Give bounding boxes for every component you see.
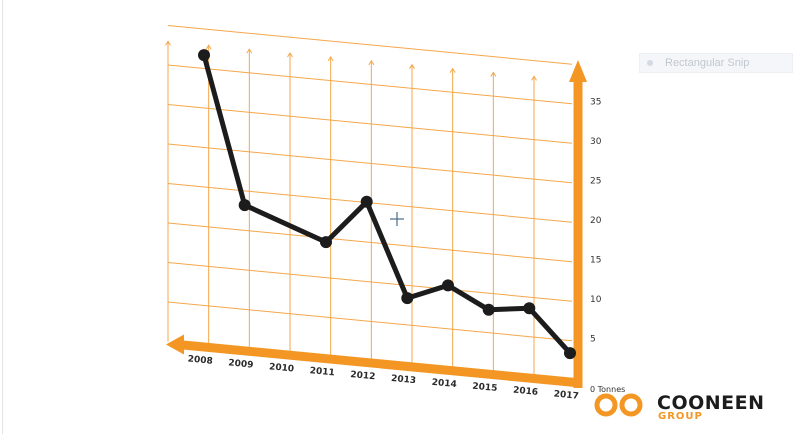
x-tick-label: 2010 bbox=[269, 362, 295, 374]
grid-arrowhead bbox=[409, 63, 415, 69]
x-axis-arrowhead bbox=[166, 334, 184, 355]
infinity-logo-icon bbox=[594, 393, 643, 417]
grid-arrowhead bbox=[165, 40, 171, 46]
y-tick-label: 10 bbox=[590, 295, 602, 305]
snip-label: Rectangular Snip bbox=[665, 57, 750, 69]
grid-lines bbox=[165, 25, 573, 377]
x-tick-label: 2009 bbox=[228, 358, 254, 370]
y-tick-label: 25 bbox=[590, 177, 601, 187]
y-tick-label: 15 bbox=[590, 256, 601, 266]
grid-line-horizontal bbox=[167, 301, 573, 342]
y-tick-label: 20 bbox=[590, 216, 602, 226]
snip-icon bbox=[647, 60, 653, 66]
grid-arrowhead bbox=[531, 75, 537, 81]
x-tick-labels: 2008 2009 2010 2011 2012 2013 2014 2015 2016 2017 bbox=[187, 354, 579, 401]
x-tick-label: 2016 bbox=[513, 386, 539, 398]
y-tick-labels: 5 10 15 20 25 30 35 0 Tonnes bbox=[590, 98, 625, 395]
data-point bbox=[482, 303, 495, 316]
snip-tooltip: Rectangular Snip bbox=[639, 53, 793, 73]
grid-line-horizontal bbox=[167, 143, 573, 184]
x-tick-label: 2017 bbox=[553, 389, 579, 401]
grid-line-horizontal bbox=[167, 25, 573, 65]
data-point bbox=[442, 279, 454, 292]
grid-arrowhead bbox=[205, 44, 212, 50]
data-series bbox=[198, 49, 576, 360]
grid-line-horizontal bbox=[167, 262, 573, 302]
x-tick-label: 2015 bbox=[472, 382, 498, 394]
cooneen-logo: COONEEN GROUP bbox=[594, 392, 765, 422]
data-point bbox=[401, 292, 414, 305]
x-axis bbox=[177, 340, 579, 388]
grid-line-horizontal bbox=[167, 64, 573, 105]
x-tick-label: 2012 bbox=[350, 370, 376, 382]
data-point bbox=[198, 49, 210, 62]
grid-arrowhead bbox=[287, 52, 293, 58]
x-tick-label: 2008 bbox=[187, 354, 213, 366]
grid-line-horizontal bbox=[167, 222, 573, 263]
data-point bbox=[523, 302, 536, 315]
logo-sub: GROUP bbox=[658, 411, 703, 422]
y-zero-label: 0 Tonnes bbox=[590, 385, 625, 394]
grid-arrowhead bbox=[246, 48, 253, 54]
y-tick-label: 5 bbox=[590, 335, 596, 345]
data-point bbox=[238, 199, 251, 212]
data-point bbox=[564, 347, 576, 360]
data-point bbox=[360, 195, 373, 208]
crosshair-cursor-icon bbox=[390, 212, 404, 226]
x-tick-label: 2014 bbox=[431, 378, 457, 390]
x-tick-label: 2013 bbox=[391, 374, 417, 386]
data-point bbox=[320, 236, 332, 249]
grid-arrowhead bbox=[327, 55, 334, 62]
grid-arrowhead bbox=[490, 71, 497, 77]
window-left-border bbox=[2, 0, 3, 434]
grid-arrowhead bbox=[368, 59, 375, 66]
logo-name: COONEEN bbox=[657, 392, 765, 414]
x-tick-label: 2011 bbox=[309, 366, 335, 378]
grid-arrowhead bbox=[449, 67, 456, 73]
y-axis-arrowhead bbox=[569, 60, 587, 82]
chart-axes bbox=[166, 60, 587, 388]
grid-line-horizontal bbox=[167, 104, 573, 144]
y-tick-label: 30 bbox=[590, 137, 602, 147]
y-tick-label: 35 bbox=[590, 98, 601, 108]
